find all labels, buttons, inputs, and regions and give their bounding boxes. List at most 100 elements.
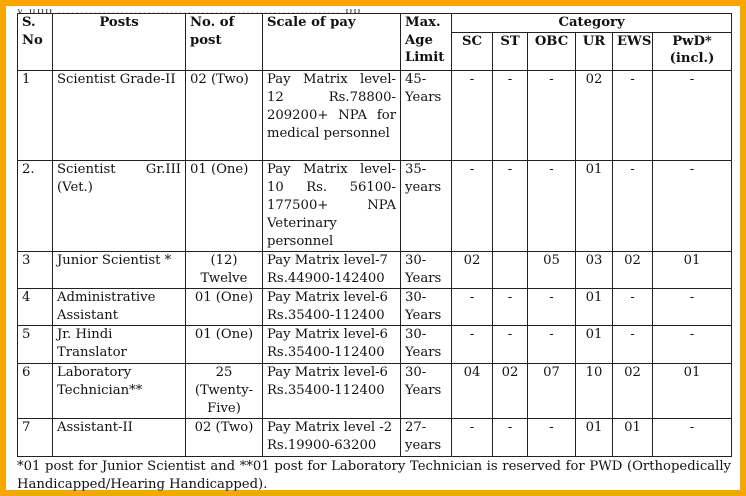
cell-st: - [492, 159, 528, 252]
cell-ur: 03 [575, 250, 613, 289]
cell-obc: - [527, 324, 576, 364]
cell-sno: 2. [17, 159, 53, 252]
cell-count: (12) Twelve [185, 250, 263, 289]
header-max-age: Max. Age Limit [400, 13, 452, 71]
cell-ews: 02 [612, 362, 653, 419]
cell-sc: 02 [451, 250, 493, 289]
cell-sc: - [451, 324, 493, 364]
cell-sno: 3 [17, 250, 53, 289]
cell-pwd: - [651, 287, 733, 326]
cell-st: 02 [492, 362, 528, 419]
cell-ur: 01 [575, 287, 613, 326]
cell-st: - [492, 324, 528, 364]
header-ews: EWS [612, 31, 653, 71]
table-row: 6 Laboratory Technician** 25 (Twenty-Fiv… [17, 362, 733, 419]
table-row: 3 Junior Scientist * (12) Twelve Pay Mat… [17, 250, 733, 289]
cell-age: 45-Years [400, 69, 452, 161]
cell-post: Scientist Gr.III (Vet.) [52, 159, 186, 252]
cell-count: 01 (One) [185, 324, 263, 364]
cell-sno: 7 [17, 417, 53, 457]
cell-ews: - [612, 324, 653, 364]
cell-post: Scientist Grade-II [52, 69, 186, 161]
cell-st [492, 250, 528, 289]
cell-sno: 4 [17, 287, 53, 326]
cell-sc: 04 [451, 362, 493, 419]
cell-sc: - [451, 159, 493, 252]
cell-age: 30-Years [400, 362, 452, 419]
cell-pwd: - [651, 417, 733, 457]
cell-ews: - [612, 159, 653, 252]
table-row: 7 Assistant-II 02 (Two) Pay Matrix level… [17, 417, 733, 457]
cell-scale: Pay Matrix level-6 Rs.35400-112400 [262, 287, 401, 326]
cell-scale: Pay Matrix level -2 Rs.19900-63200 [262, 417, 401, 457]
cell-ews: 01 [612, 417, 653, 457]
cell-count: 02 (Two) [185, 417, 263, 457]
cell-sno: 6 [17, 362, 53, 419]
header-sc: SC [451, 31, 493, 71]
cut-off-text-fragment: y upp ..................................… [17, 9, 732, 13]
cell-pwd: 01 [651, 250, 733, 289]
header-posts: Posts [52, 13, 186, 71]
cell-scale: Pay Matrix level-6 Rs.35400-112400 [262, 362, 401, 419]
cell-post: Laboratory Technician** [52, 362, 186, 419]
cell-st: - [492, 69, 528, 161]
cell-obc: - [527, 69, 576, 161]
cell-post: Administrative Assistant [52, 287, 186, 326]
cell-pwd: - [651, 324, 733, 364]
cell-obc: - [527, 417, 576, 457]
cell-sc: - [451, 69, 493, 161]
cell-scale: Pay Matrix level-12 Rs.78800-209200+ NPA… [262, 69, 401, 161]
cell-scale: Pay Matrix level-10 Rs. 56100-177500+ NP… [262, 159, 401, 252]
cell-post: Assistant-II [52, 417, 186, 457]
cell-count: 01 (One) [185, 287, 263, 326]
cell-sno: 5 [17, 324, 53, 364]
table-row: 4 Administrative Assistant 01 (One) Pay … [17, 287, 733, 326]
cell-sc: - [451, 287, 493, 326]
cell-obc: 05 [527, 250, 576, 289]
cell-count: 01 (One) [185, 159, 263, 252]
cell-obc: - [527, 159, 576, 252]
table-row: 1 Scientist Grade-II 02 (Two) Pay Matrix… [17, 69, 733, 161]
header-sno: S. No [17, 13, 53, 71]
cell-ur: 01 [575, 324, 613, 364]
header-no-of-post: No. of post [185, 13, 263, 71]
cell-age: 30-Years [400, 324, 452, 364]
header-st: ST [492, 31, 528, 71]
cell-age: 35-years [400, 159, 452, 252]
cell-ur: 01 [575, 417, 613, 457]
cell-ews: - [612, 287, 653, 326]
header-obc: OBC [527, 31, 576, 71]
cell-post: Junior Scientist * [52, 250, 186, 289]
cell-count: 02 (Two) [185, 69, 263, 161]
cell-age: 30-Years [400, 250, 452, 289]
footnote: *01 post for Junior Scientist and **01 p… [17, 458, 731, 492]
cell-age: 30-Years [400, 287, 452, 326]
cell-count: 25 (Twenty-Five) [185, 362, 263, 419]
cell-ur: 10 [575, 362, 613, 419]
cell-sno: 1 [17, 69, 53, 161]
header-ur: UR [575, 31, 613, 71]
cell-st: - [492, 287, 528, 326]
cell-obc: 07 [527, 362, 576, 419]
cell-st: - [492, 417, 528, 457]
cell-post: Jr. Hindi Translator [52, 324, 186, 364]
document-content: y upp ..................................… [17, 9, 733, 494]
cell-pwd: - [651, 159, 733, 252]
vacancy-table: S. No Posts No. of post Scale of pay Max… [17, 13, 733, 457]
cell-scale: Pay Matrix level-6 Rs.35400-112400 [262, 324, 401, 364]
cell-ur: 01 [575, 159, 613, 252]
cell-obc: - [527, 287, 576, 326]
cell-pwd: 01 [651, 362, 733, 419]
cell-scale: Pay Matrix level-7 Rs.44900-142400 [262, 250, 401, 289]
cell-age: 27-years [400, 417, 452, 457]
header-scale-of-pay: Scale of pay [262, 13, 401, 71]
table-row: 5 Jr. Hindi Translator 01 (One) Pay Matr… [17, 324, 733, 364]
cell-ur: 02 [575, 69, 613, 161]
cell-ews: 02 [612, 250, 653, 289]
cell-ews: - [612, 69, 653, 161]
table-row: 2. Scientist Gr.III (Vet.) 01 (One) Pay … [17, 159, 733, 252]
header-category: Category [450, 13, 733, 33]
header-pwd: PwD* (incl.) [651, 31, 733, 71]
cell-pwd: - [651, 69, 733, 161]
